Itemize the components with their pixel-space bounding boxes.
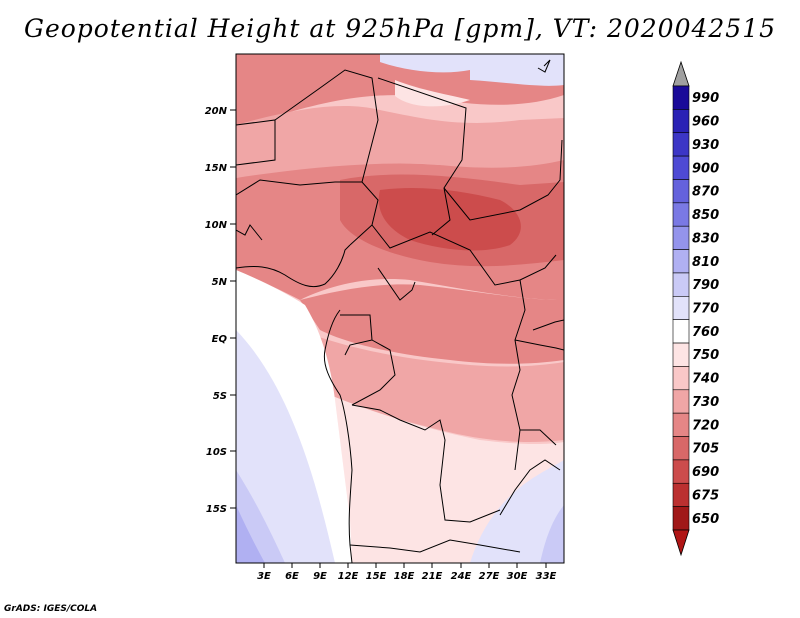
lon-label: 9E [313,571,327,582]
lat-label: 10N [205,220,228,231]
map-title: Geopotential Height at 925hPa [gpm], VT:… [23,14,777,43]
lon-label: 21E [422,571,443,582]
colorbar-label: 850 [692,208,719,223]
lon-label: 15E [366,571,387,582]
colorbar-label: 960 [692,115,719,130]
colorbar-label: 740 [692,372,719,387]
lon-label: 30E [507,571,528,582]
lon-label: 33E [536,571,557,582]
colorbar-box-930 [672,132,690,157]
colorbar-box-810 [672,249,690,274]
lat-label: 15N [205,163,228,174]
colorbar-label: 750 [692,348,719,363]
colorbar-label: 690 [692,465,719,480]
lat-label: 15S [206,504,227,515]
colorbar-box-770 [672,296,690,320]
colorbar-box-870 [672,179,690,204]
lon-label: 18E [394,571,415,582]
colorbar-box-705 [672,436,690,461]
lon-label: 27E [479,571,500,582]
colorbar-label: 770 [692,302,719,317]
longitude-axis: 3E 6E 9E 12E 15E 18E 21E 24E 27E 30E 33E [257,563,557,582]
colorbar-box-730 [672,389,690,414]
colorbar-box-750 [672,342,690,367]
colorbar-box-790 [672,272,690,297]
colorbar-top-arrow [672,60,690,87]
colorbar-box-900 [672,155,690,180]
lon-label: 24E [451,571,472,582]
colorbar-label: 705 [692,442,719,457]
colorbar-box-960 [672,109,690,134]
lat-label: 5N [212,277,228,288]
latitude-axis: 20N 15N 10N 5N EQ 5S 10S 15S [205,106,236,515]
lat-label: 5S [213,391,227,402]
colorbar-label: 720 [692,418,719,433]
lat-label: 10S [206,447,227,458]
colorbar-label: 650 [692,512,719,527]
coastlines-borders [236,59,564,563]
colorbar-box-830 [672,225,690,250]
colorbar-box-690 [672,459,690,484]
lon-label: 3E [257,571,271,582]
colorbar-box-760 [672,319,690,344]
colorbar-label: 870 [692,185,719,200]
colorbar-label: 900 [692,161,719,176]
colorbar-box-990 [672,85,690,110]
colorbar-label: 760 [692,325,719,340]
lon-label: 12E [338,571,359,582]
colorbar-box-740 [672,366,690,391]
colorbar-label: 830 [692,231,719,246]
colorbar-label: 790 [692,278,719,293]
lat-label: EQ [212,334,228,345]
colorbar-label: 930 [692,138,719,153]
colorbar-box-675 [672,482,690,507]
colorbar-label: 810 [692,255,719,270]
colorbar-bottom-arrow [672,529,690,557]
colorbar-box-650 [672,506,690,531]
colorbar-label: 990 [692,91,719,106]
colorbar-box-850 [672,202,690,227]
grads-credit: GrADS: IGES/COLA [4,604,98,614]
colorbar-boxes [672,85,690,531]
lon-label: 6E [285,571,299,582]
colorbar-label: 675 [692,488,719,503]
height-field [236,54,564,563]
colorbar-label: 730 [692,395,719,410]
map-frame [235,53,565,564]
colorbar: 990 960 930 900 870 850 830 810 790 770 760 750 740 7… [672,60,719,557]
colorbar-labels: 990 960 930 900 870 850 830 810 790 770 760 750 740 7… [692,91,719,527]
lat-label: 20N [205,106,228,117]
colorbar-box-720 [672,412,690,437]
